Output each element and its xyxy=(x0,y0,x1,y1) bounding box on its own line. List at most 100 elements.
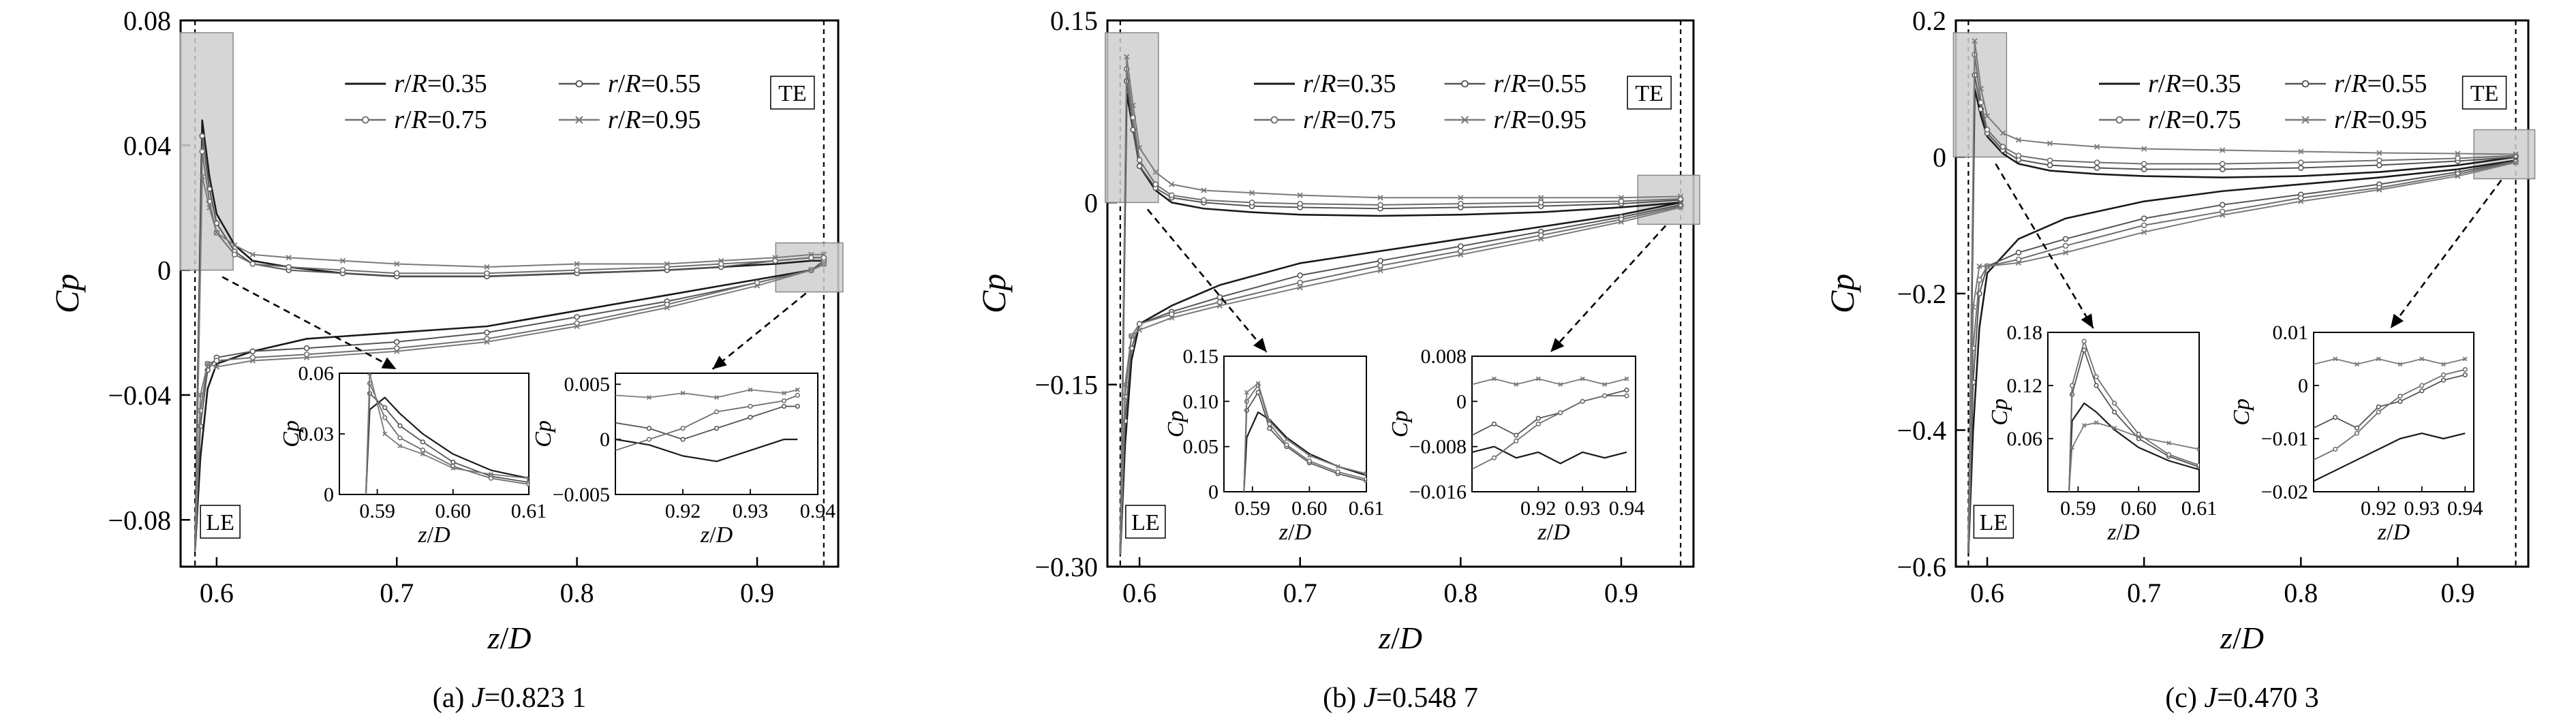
series-marker xyxy=(2094,144,2100,150)
series-marker xyxy=(1216,299,1223,305)
te-label: TE xyxy=(1635,81,1663,106)
series-marker xyxy=(1458,243,1464,249)
legend-marker xyxy=(1461,80,1469,88)
inset-series-marker xyxy=(2462,366,2468,373)
series-marker xyxy=(1129,333,1135,339)
le-zoom-arrow xyxy=(1146,208,1268,353)
inset-series-line xyxy=(365,396,529,494)
chart-panel-1: 0.6 0.7 0.8 0.9 −0.08 −0.04 0 0.04 0.08 z/D Cp (a) … xyxy=(48,5,844,714)
series-lower-line xyxy=(194,263,825,552)
series-marker xyxy=(1678,193,1684,200)
inset-series-line xyxy=(2314,432,2466,482)
le-zoom-arrow xyxy=(1995,163,2094,329)
inset-y-tick-label: 0 xyxy=(2298,375,2308,397)
series-marker xyxy=(574,314,580,320)
inset-y-tick-label: 0.05 xyxy=(1183,436,1219,458)
inset-series-marker xyxy=(450,459,456,465)
inset-series-marker xyxy=(781,403,787,409)
series-marker xyxy=(2141,161,2147,167)
series-marker xyxy=(1377,257,1383,264)
inset-x-tick-label: 0.59 xyxy=(359,500,395,522)
inset-series-line xyxy=(615,438,798,462)
inset-series-marker xyxy=(1335,464,1340,469)
inset-series-marker xyxy=(367,373,372,376)
inset-series-marker xyxy=(450,465,456,471)
series-marker xyxy=(1169,181,1175,187)
series-marker xyxy=(2376,157,2382,163)
series-marker xyxy=(1201,187,1207,193)
inset-y-tick-label: 0.18 xyxy=(2007,321,2043,344)
series-marker xyxy=(772,255,778,261)
legend-entry-label: r/R=0.95 xyxy=(1494,106,1587,134)
inset-series-line xyxy=(2068,341,2199,492)
inset-frame xyxy=(615,373,818,495)
series-marker xyxy=(484,339,490,345)
legend: r/R=0.35 r/R=0.55 r/R=0.75 r/R=0.95 xyxy=(345,69,701,134)
inset-series-line xyxy=(365,392,529,494)
inset-series-marker xyxy=(1364,476,1366,482)
inset-series-marker xyxy=(2462,372,2468,378)
series-lower-line xyxy=(1967,160,2516,553)
series-marker xyxy=(1377,268,1383,274)
te-zoom-arrow xyxy=(2389,179,2502,329)
series-marker xyxy=(213,230,220,236)
le-zoom-arrowhead xyxy=(2081,313,2094,328)
panel-caption: (a) J=0.823 1 xyxy=(433,682,587,714)
chart-panel-3: 0.6 0.7 0.8 0.9 −0.6 −0.4 −0.2 0 0.2 z/D Cp (c) J=0… xyxy=(1823,5,2536,714)
series-marker xyxy=(2513,159,2519,166)
series-marker xyxy=(1297,272,1304,279)
inset-series-marker xyxy=(795,403,800,409)
inset-series-marker xyxy=(1624,376,1629,381)
inset-series-marker xyxy=(2136,434,2141,439)
inset-series-marker xyxy=(488,475,494,481)
y-tick-label: −0.30 xyxy=(1034,552,1098,582)
inset-x-tick-label: 0.94 xyxy=(2447,497,2483,520)
legend-entry-label: r/R=0.55 xyxy=(1494,69,1587,98)
inset-series-marker xyxy=(1335,469,1340,475)
inset-series-marker xyxy=(1580,398,1585,404)
le-zoom-arrowhead xyxy=(1253,337,1267,352)
legend-marker xyxy=(575,80,583,88)
inset-series-marker xyxy=(382,415,388,420)
inset-series-marker xyxy=(1580,376,1585,381)
legend-entry-label: r/R=0.55 xyxy=(608,69,701,98)
inset-series-line xyxy=(365,382,529,494)
inset-x-axis-label: z/D xyxy=(700,522,733,548)
series-marker xyxy=(2513,151,2519,157)
inset-y-tick-label: 0.12 xyxy=(2007,375,2043,397)
series-marker xyxy=(808,267,814,273)
series-marker xyxy=(664,261,670,267)
inset-series-group xyxy=(1472,376,1629,470)
series-marker xyxy=(821,251,827,257)
inset-series-marker xyxy=(2354,425,2360,431)
legend-marker xyxy=(1460,116,1469,124)
series-marker xyxy=(232,251,238,258)
series-marker xyxy=(2220,212,2226,218)
series-1 xyxy=(1967,87,2516,553)
series-marker xyxy=(2094,159,2100,166)
inset-series-marker xyxy=(714,395,719,400)
inset-y-axis-label: Cp xyxy=(531,420,556,447)
series-marker xyxy=(2015,249,2022,256)
inset-series-group xyxy=(2314,356,2468,482)
series-marker xyxy=(2219,208,2226,215)
inset-series-line xyxy=(1472,445,1627,465)
inset-series-marker xyxy=(1624,393,1629,398)
inset-x-axis-label: z/D xyxy=(2377,520,2410,545)
series-marker xyxy=(2062,236,2069,242)
y-tick-label: −0.4 xyxy=(1897,415,1946,446)
inset-series-marker xyxy=(397,443,403,449)
inset-y-tick-label: −0.01 xyxy=(2261,428,2308,450)
plot-frame xyxy=(1106,19,1695,568)
inset-series-marker xyxy=(2333,356,2338,362)
te-inset: 0.92 0.93 0.94 −0.016 −0.008 0 0.008 z/D Cp xyxy=(1387,345,1644,545)
inset-series-marker xyxy=(397,423,403,428)
inset-series-marker xyxy=(680,437,686,442)
inset-x-tick-label: 0.93 xyxy=(2404,497,2440,520)
inset-series-group xyxy=(615,387,800,462)
inset-series-marker xyxy=(1284,442,1289,447)
series-marker xyxy=(1984,127,1991,133)
chart-panel-2: 0.6 0.7 0.8 0.9 −0.30 −0.15 0 0.15 z/D Cp (b) J=0.… xyxy=(975,5,1700,714)
inset-series-marker xyxy=(2196,462,2199,468)
